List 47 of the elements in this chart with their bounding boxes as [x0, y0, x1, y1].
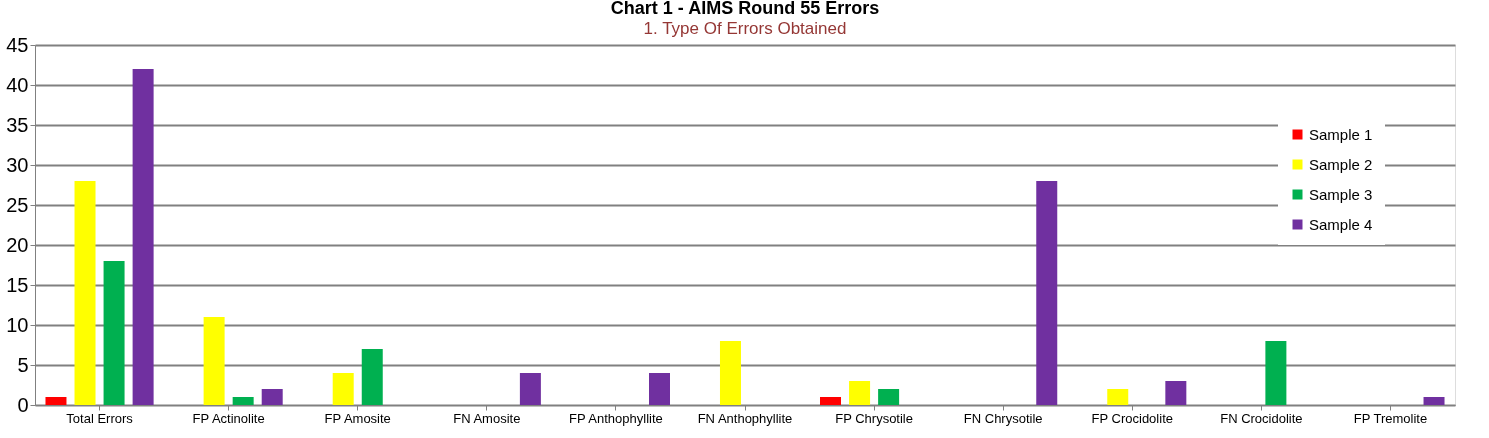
- y-tick-label: 15: [6, 273, 29, 296]
- bar: [45, 397, 67, 405]
- y-tick-label: 25: [6, 193, 29, 216]
- bar: [74, 181, 96, 405]
- x-tick-label: FP Anthophyllite: [569, 410, 663, 426]
- bar: [232, 397, 254, 405]
- x-tick-label: FP Actinolite: [192, 410, 265, 426]
- y-tick-label: 5: [17, 353, 29, 376]
- chart-title: Chart 1 - AIMS Round 55 Errors: [610, 0, 880, 18]
- y-tick-label: 30: [6, 153, 29, 176]
- y-tick-label: 45: [6, 33, 29, 56]
- y-tick-label: 20: [6, 233, 29, 256]
- bar: [1165, 381, 1187, 405]
- x-tick-label: FN Crocidolite: [1220, 410, 1303, 426]
- bar: [132, 69, 154, 405]
- bar: [719, 341, 741, 405]
- legend-label: Sample 1: [1309, 125, 1373, 143]
- bar: [1423, 397, 1445, 405]
- bar: [849, 381, 871, 405]
- bar: [261, 389, 283, 405]
- x-tick-label: FP Amosite: [324, 410, 391, 426]
- bar: [1265, 341, 1287, 405]
- x-tick-label: FP Chrysotile: [835, 410, 913, 426]
- x-tick-label: FP Tremolite: [1353, 410, 1428, 426]
- bar: [648, 373, 670, 405]
- legend-label: Sample 2: [1309, 155, 1373, 173]
- bar: [519, 373, 541, 405]
- legend-label: Sample 3: [1309, 185, 1373, 203]
- bar: [820, 397, 842, 405]
- x-tick-label: FN Anthophyllite: [697, 410, 793, 426]
- bar: [1036, 181, 1058, 405]
- bar: [1107, 389, 1129, 405]
- y-tick-label: 35: [6, 113, 29, 136]
- y-tick-label: 40: [6, 73, 29, 96]
- x-tick-label: FN Chrysotile: [963, 410, 1043, 426]
- bar: [878, 389, 900, 405]
- bar: [103, 261, 125, 405]
- bar: [361, 349, 383, 405]
- y-tick-label: 0: [17, 393, 29, 416]
- x-tick-label: FN Amosite: [453, 410, 521, 426]
- x-tick-label: Total Errors: [66, 410, 134, 426]
- bar: [203, 317, 225, 405]
- legend-label: Sample 4: [1309, 215, 1373, 233]
- y-tick-label: 10: [6, 313, 29, 336]
- text: 1. Type Of Errors Obtained: [643, 19, 847, 38]
- bar: [332, 373, 354, 405]
- x-tick-label: FP Crocidolite: [1091, 410, 1173, 426]
